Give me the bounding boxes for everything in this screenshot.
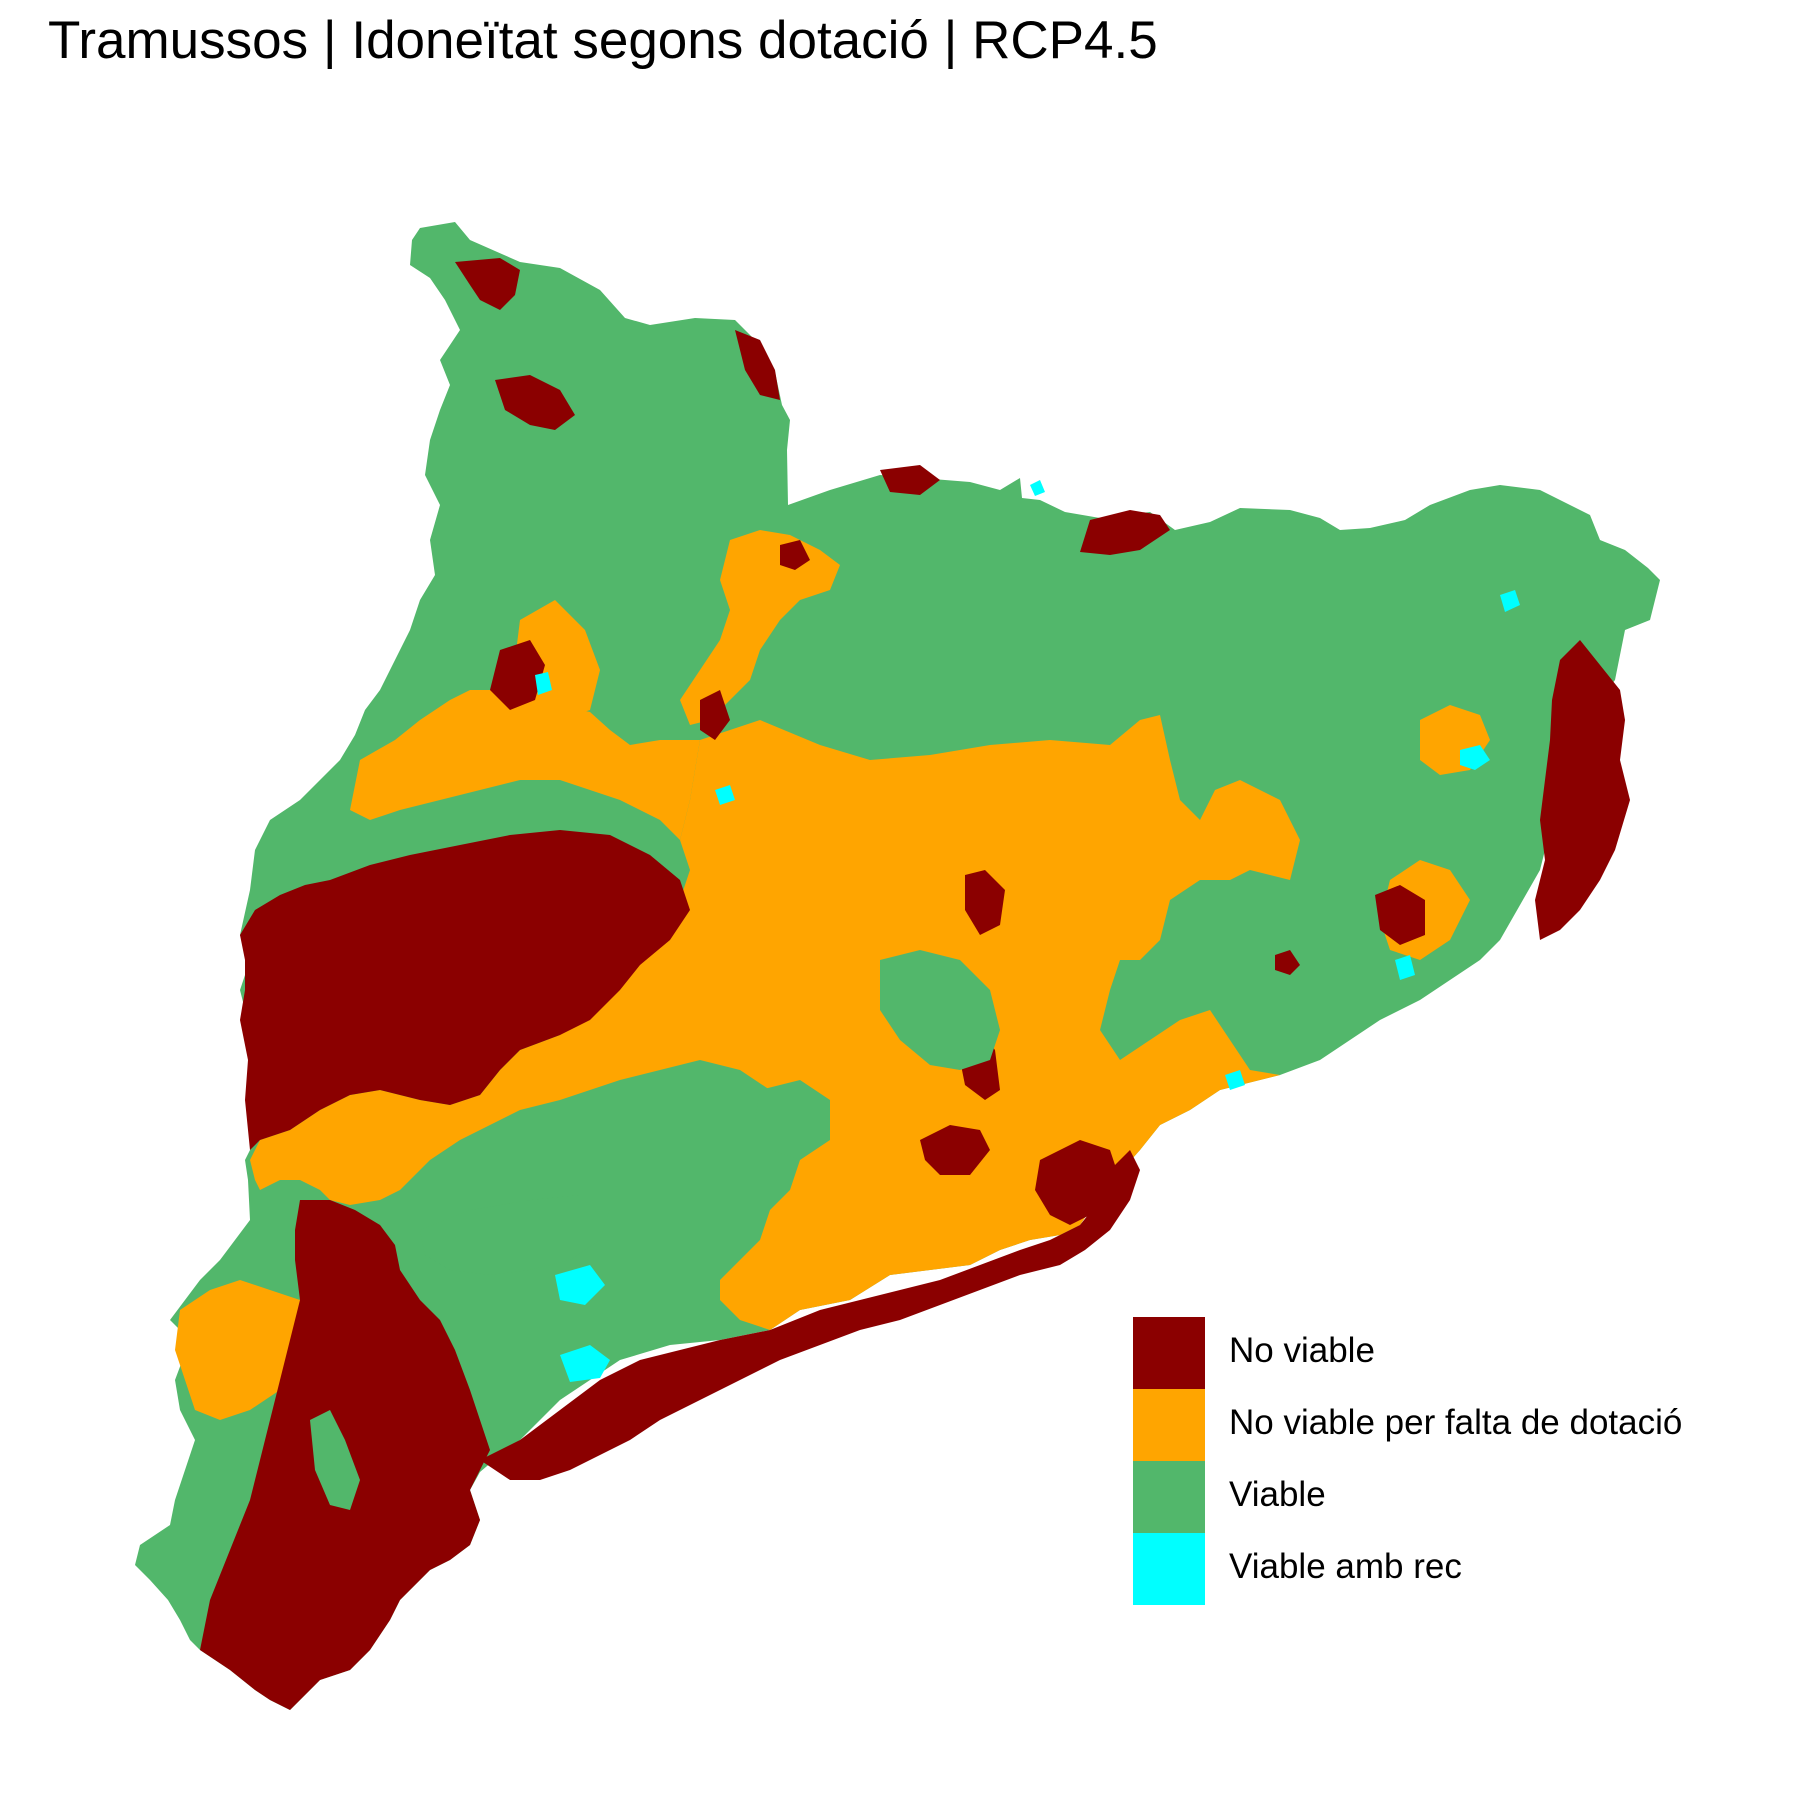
region-no-viable-pyrenees-3 [735,330,780,400]
legend-swatch-viable-rec [1133,1533,1205,1605]
region-no-viable-patch-9 [1035,1140,1120,1225]
legend-swatch-no-viable [1133,1317,1205,1389]
region-viable-rec-7 [1395,955,1415,980]
legend-swatch-no-viable-dotacio [1133,1389,1205,1461]
legend-label-no-viable-dotacio: No viable per falta de dotació [1229,1403,1683,1442]
region-viable-rec-9 [1030,480,1045,496]
region-viable-rec-8 [1225,1070,1245,1090]
region-no-viable-pyrenees-2 [495,375,575,430]
region-no-viable-dotacio-north [680,530,840,725]
region-viable-island-3 [755,1080,830,1160]
region-no-viable-patch-1 [490,640,545,710]
legend-label-viable-rec: Viable amb rec [1229,1547,1462,1586]
region-no-viable-patch-2 [965,870,1005,935]
legend-item-no-viable-dotacio: No viable per falta de dotació [1133,1389,1753,1461]
region-no-viable-dotacio-south [175,1280,310,1420]
region-viable-island-4 [310,1410,360,1510]
legend-swatch-viable [1133,1461,1205,1533]
region-viable-island-2 [880,950,1000,1070]
legend-item-no-viable: No viable [1133,1317,1753,1389]
region-viable-rec-6 [715,785,735,805]
map-title: Tramussos | Idoneïtat segons dotació | R… [48,11,1158,70]
region-no-viable-patch-8 [700,690,730,740]
region-viable-rec-3 [1460,745,1490,770]
region-no-viable-costa-brava [1535,640,1630,940]
region-viable-rec-1 [555,1265,605,1305]
region-no-viable-dotacio-west [350,690,700,840]
region-no-viable-patch-7 [780,540,810,570]
region-viable-rec-2 [560,1345,610,1382]
region-no-viable-patch-4 [920,1125,990,1175]
region-viable-island-1 [420,1195,610,1275]
region-viable-rec-5 [535,672,552,695]
region-no-viable-pyrenees-4 [1080,510,1170,555]
region-viable-rec-4 [1500,590,1520,612]
legend-item-viable: Viable [1133,1461,1753,1533]
legend-item-viable-rec: Viable amb rec [1133,1533,1753,1605]
region-no-viable-coast-south [480,1150,1140,1480]
region-no-viable-patch-5 [1375,885,1425,945]
region-no-viable-pyrenees-1 [455,258,520,310]
legend-label-viable: Viable [1229,1475,1326,1514]
legend-label-no-viable: No viable [1229,1331,1375,1370]
region-no-viable-pyrenees-5 [880,465,940,495]
region-no-viable-patch-6 [1275,950,1300,975]
region-no-viable-lleida [240,830,690,1150]
